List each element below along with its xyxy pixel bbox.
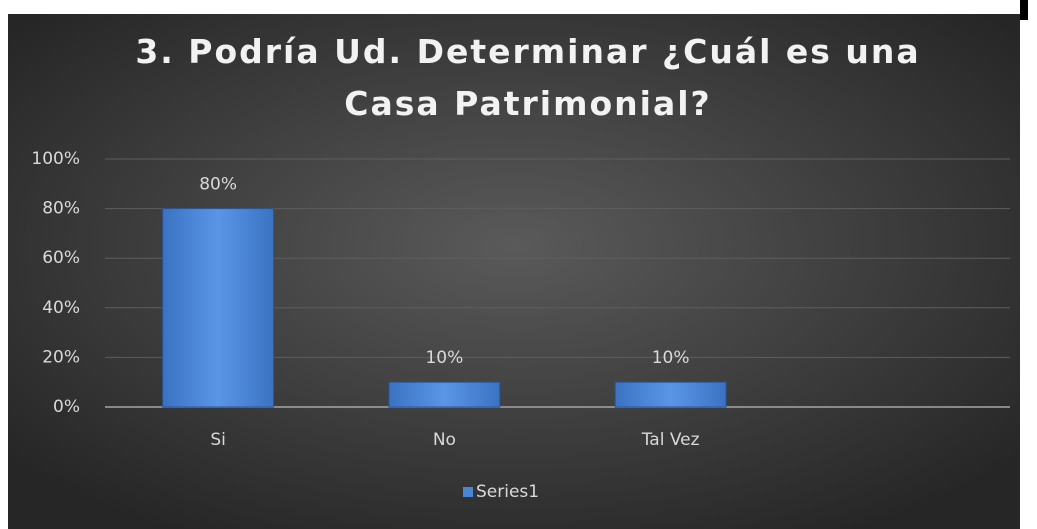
x-tick-label: No [433,430,456,450]
legend-swatch [463,487,473,497]
data-label: 10% [425,348,463,368]
data-label: 10% [652,348,690,368]
y-tick-label: 40% [42,298,80,318]
y-tick-label: 100% [31,149,80,169]
x-tick-label: Tal Vez [641,430,700,450]
x-tick-label: Si [210,430,226,450]
edge-strip [1020,0,1028,20]
data-label: 80% [199,175,237,195]
y-tick-label: 20% [42,347,80,367]
y-tick-label: 80% [42,199,80,219]
bar [162,208,275,408]
y-tick-label: 60% [42,248,80,268]
y-tick-label: 0% [53,397,80,417]
legend-label: Series1 [476,482,539,502]
bar [388,381,501,408]
bar [614,381,727,408]
chart-title: 3. Podría Ud. Determinar ¿Cuál es una Ca… [135,32,921,123]
